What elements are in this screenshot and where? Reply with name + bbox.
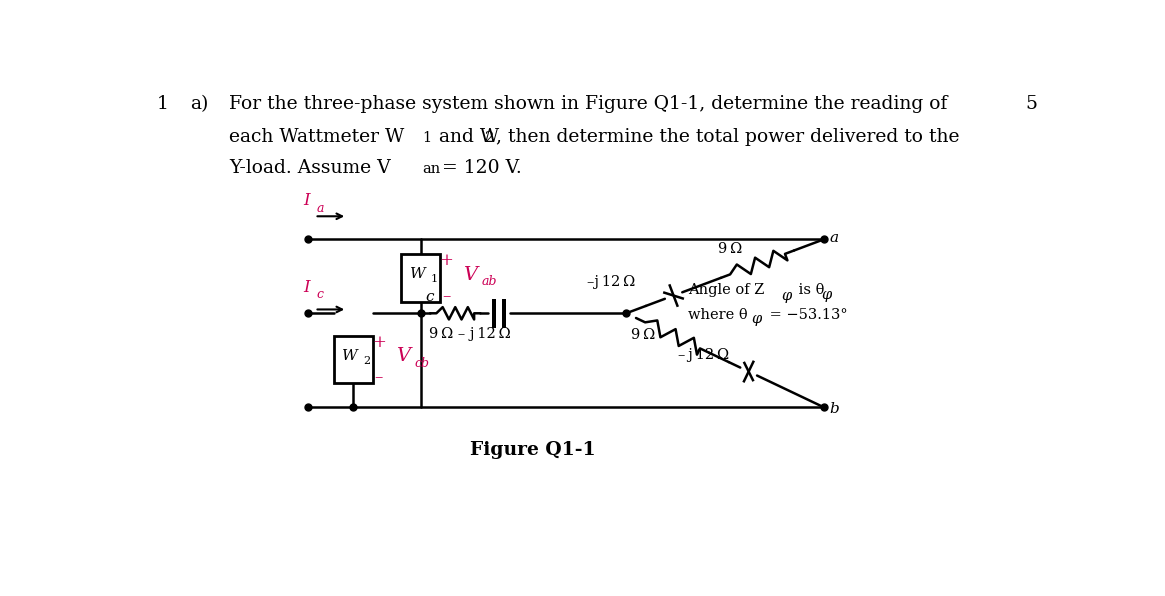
Text: –: –	[443, 288, 451, 305]
Text: W: W	[410, 267, 425, 281]
Text: φ: φ	[751, 312, 762, 327]
Text: 2: 2	[485, 131, 494, 145]
Text: – j 12 Ω: – j 12 Ω	[678, 348, 729, 362]
Text: b: b	[829, 402, 839, 416]
Text: is θ: is θ	[795, 283, 825, 297]
Text: +: +	[439, 253, 453, 269]
Text: = −53.13°: = −53.13°	[765, 308, 847, 322]
Text: W: W	[343, 349, 358, 362]
Text: a: a	[829, 231, 839, 245]
Text: , then determine the total power delivered to the: , then determine the total power deliver…	[496, 128, 960, 146]
Text: 2: 2	[363, 356, 370, 366]
Text: c: c	[425, 290, 433, 304]
Text: I: I	[304, 193, 310, 209]
Text: For the three-phase system shown in Figure Q1-1, determine the reading of: For the three-phase system shown in Figu…	[230, 95, 947, 113]
FancyBboxPatch shape	[334, 336, 373, 383]
Text: 9 Ω: 9 Ω	[631, 328, 656, 342]
Text: –: –	[375, 370, 383, 386]
Text: c: c	[316, 288, 323, 301]
Text: = 120 V.: = 120 V.	[442, 159, 522, 177]
Text: a: a	[316, 201, 324, 215]
Text: cb: cb	[415, 357, 430, 370]
Text: a): a)	[191, 95, 209, 113]
Text: –j 12 Ω: –j 12 Ω	[586, 275, 635, 290]
Text: V: V	[464, 266, 478, 284]
Text: +: +	[372, 334, 386, 351]
Text: 9 Ω: 9 Ω	[719, 243, 742, 256]
FancyBboxPatch shape	[402, 254, 440, 302]
Text: 1: 1	[157, 95, 169, 113]
Text: ab: ab	[482, 275, 497, 288]
Text: an: an	[422, 162, 440, 176]
Text: 1: 1	[431, 274, 438, 284]
Text: and W: and W	[433, 128, 500, 146]
Text: φ: φ	[821, 288, 832, 302]
Text: V: V	[396, 347, 410, 365]
Text: φ: φ	[781, 288, 791, 303]
Text: 1: 1	[422, 131, 431, 145]
Text: I: I	[304, 278, 310, 296]
Text: 9 Ω – j 12 Ω: 9 Ω – j 12 Ω	[429, 327, 510, 341]
Text: each Wattmeter W: each Wattmeter W	[230, 128, 404, 146]
Text: Figure Q1-1: Figure Q1-1	[471, 440, 596, 458]
Text: 5: 5	[1025, 95, 1038, 113]
Text: where θ: where θ	[689, 308, 748, 322]
Text: Angle of Z: Angle of Z	[689, 283, 764, 297]
Text: Y-load. Assume V: Y-load. Assume V	[230, 159, 391, 177]
